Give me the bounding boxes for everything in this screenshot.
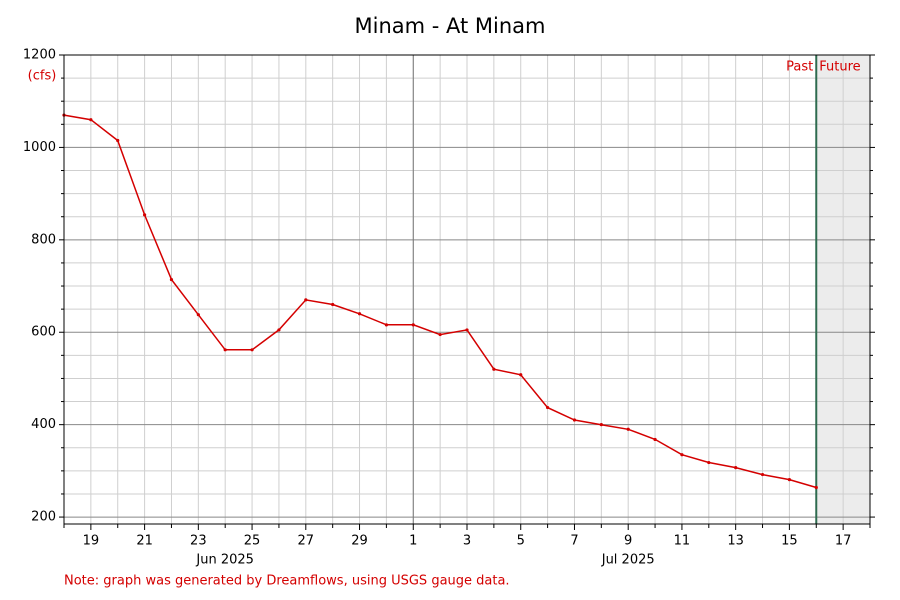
flow-point	[465, 328, 469, 332]
flow-point	[734, 466, 738, 470]
y-tick-label: 1200	[23, 48, 56, 63]
flow-point	[384, 323, 388, 327]
flow-point	[304, 298, 308, 302]
past-label: Past	[786, 60, 813, 75]
flow-point	[546, 405, 550, 410]
y-tick-label: 200	[31, 510, 56, 525]
x-tick-label: 11	[674, 534, 691, 549]
x-tick-label: 1	[409, 534, 417, 549]
flow-point	[116, 138, 120, 143]
y-tick-label: 600	[31, 325, 56, 340]
flow-point	[277, 328, 281, 332]
flow-point	[331, 302, 335, 307]
x-tick-label: 9	[624, 534, 632, 549]
flow-point	[572, 418, 577, 422]
x-tick-label: 23	[190, 534, 207, 549]
flow-point	[760, 472, 765, 477]
flow-point	[196, 313, 200, 317]
y-tick-label: 1000	[23, 140, 56, 155]
flow-point	[357, 312, 362, 316]
x-tick-label: 25	[244, 534, 261, 549]
x-tick-label: 7	[570, 534, 578, 549]
flow-point	[653, 437, 657, 442]
flow-point	[599, 423, 603, 427]
x-tick-label: 3	[463, 534, 471, 549]
month-label: Jun 2025	[195, 553, 254, 568]
flow-point	[438, 332, 442, 337]
chart-title: Minam - At Minam	[354, 14, 545, 38]
flow-point	[680, 453, 684, 457]
x-tick-label: 19	[83, 534, 100, 549]
y-tick-label: 800	[31, 232, 56, 247]
x-tick-label: 21	[136, 534, 153, 549]
note: Note: graph was generated by Dreamflows,…	[64, 574, 510, 589]
x-tick-label: 29	[351, 534, 368, 549]
month-label: Jul 2025	[601, 553, 655, 568]
x-tick-label: 27	[298, 534, 315, 549]
y-tick-label: 400	[31, 417, 56, 432]
flow-point	[626, 427, 630, 431]
x-tick-label: 15	[781, 534, 798, 549]
flow-point	[143, 213, 147, 217]
flow-point	[411, 323, 415, 327]
flow-point	[707, 460, 711, 465]
flow-point	[89, 118, 93, 122]
x-tick-label: 5	[517, 534, 525, 549]
x-tick-label: 13	[727, 534, 744, 549]
flow-point	[169, 277, 174, 282]
plot-border	[63, 54, 871, 525]
flow-point	[250, 348, 254, 352]
flow-point	[223, 348, 227, 352]
x-tick-label: 17	[835, 534, 852, 549]
flow-point	[814, 485, 818, 490]
future-label: Future	[819, 60, 860, 75]
flow-point	[787, 478, 792, 482]
flow-point	[492, 367, 496, 371]
y-axis-label: (cfs)	[28, 69, 57, 84]
flow-point	[519, 373, 523, 377]
